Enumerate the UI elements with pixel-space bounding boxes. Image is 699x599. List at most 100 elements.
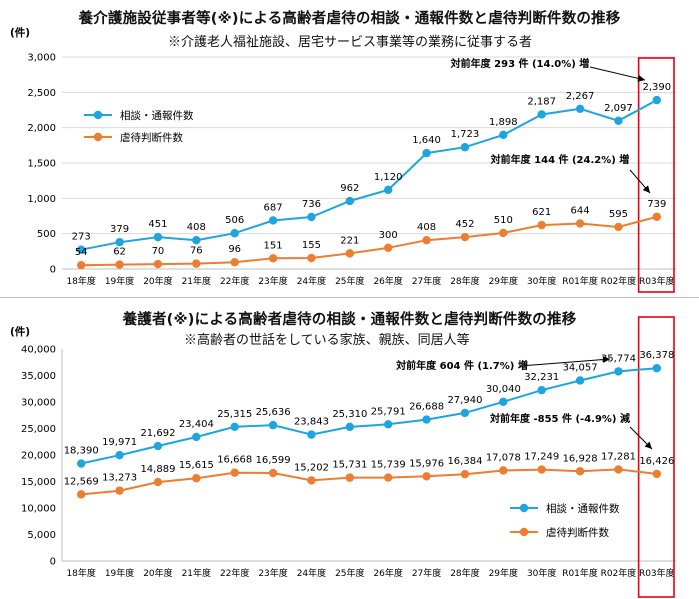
data-point-s1 [230,229,239,238]
data-label-s1: 1,898 [489,117,518,128]
data-point-s2 [153,259,163,269]
data-point-s2 [192,474,201,483]
x-tick-label: 29年度 [489,567,518,579]
data-label-s1: 23,843 [294,417,329,428]
y-tick-label: 3,000 [27,53,56,64]
legend-label: 相談・通報件数 [120,109,194,122]
y-tick-label: 40,000 [21,345,56,356]
data-point-s2 [307,253,316,263]
data-point-s1 [115,450,124,460]
y-tick-label: 0 [50,557,56,568]
y-tick-label: 25,000 [21,424,56,435]
data-point-s1 [76,459,86,468]
data-point-s2 [230,258,239,267]
chart-panel-facility-staff: 養介護施設従事者等(※)による高齢者虐待の相談・通報件数と虐待判断件数の推移 ※… [0,0,699,298]
x-tick-label: 18年度 [66,567,95,579]
data-label-s1: 25,791 [371,406,406,417]
data-point-s2 [345,249,355,258]
data-point-s1 [115,238,124,247]
annotation-arrow [589,66,646,81]
data-label-s2: 70 [152,246,165,257]
data-point-s1 [422,148,431,158]
data-point-s2 [345,473,355,482]
data-point-s2 [307,476,316,485]
y-tick-label: 2,000 [27,123,56,134]
x-tick-label: 26年度 [373,275,402,287]
data-label-s1: 25,315 [217,409,252,420]
data-label-s2: 155 [302,240,321,251]
annotation-text: 対前年度 604 件 (1.7%) 増 [395,359,528,372]
data-label-s2: 15,202 [294,462,329,473]
data-point-s1 [652,95,662,105]
x-tick-label: 22年度 [220,567,249,579]
annotation-arrow [519,358,611,367]
data-label-s1: 19,971 [102,437,137,448]
data-point-s2 [537,465,546,474]
data-point-s1 [460,408,470,418]
data-point-s1 [383,185,393,195]
x-tick-label: 26年度 [373,567,402,579]
data-point-s2 [652,469,662,479]
data-label-s2: 16,426 [639,456,674,467]
x-tick-label: R01年度 [562,567,598,579]
data-label-s1: 34,057 [563,362,598,373]
y-tick-label: 0 [50,265,56,276]
data-label-s2: 76 [190,246,203,257]
y-tick-label: 1,500 [27,159,56,170]
data-point-s1 [230,422,239,432]
x-tick-label: R03年度 [639,275,675,287]
data-label-s1: 408 [187,222,206,233]
data-point-s1 [192,432,201,442]
series-line-1 [81,99,658,251]
data-point-s2 [76,260,86,270]
data-label-s1: 451 [148,219,167,230]
data-label-s2: 15,615 [179,460,214,471]
data-point-s2 [652,212,662,221]
annotation-arrowhead [637,74,645,82]
data-label-s2: 16,928 [563,453,598,464]
data-label-s2: 510 [494,215,513,226]
data-label-s2: 17,249 [524,452,559,463]
data-point-s2 [460,469,470,479]
chart-subtitle: ※介護老人福祉施設、居宅サービス事業等の業務に従事する者 [168,35,533,50]
data-label-s2: 452 [455,219,474,230]
data-point-s2 [268,468,278,478]
data-point-s1 [575,376,585,385]
data-label-s2: 13,273 [102,473,137,484]
legend-label: 相談・通報件数 [546,502,620,515]
x-tick-label: 20年度 [143,567,172,579]
data-label-s2: 16,384 [447,456,482,467]
data-point-s2 [230,468,239,477]
data-point-s1 [76,245,86,254]
data-label-s1: 1,723 [451,129,480,140]
x-tick-label: 25年度 [335,567,364,579]
data-label-s1: 2,097 [604,103,633,114]
data-label-s1: 32,231 [524,372,559,383]
data-point-s1 [422,415,431,424]
legend-marker [93,132,103,142]
y-axis-unit-label: (件) [10,26,30,39]
data-point-s2 [268,254,278,263]
data-label-s1: 962 [340,183,359,194]
data-label-s2: 644 [571,205,590,216]
data-label-s1: 26,688 [409,402,444,413]
data-label-s2: 16,668 [217,455,252,466]
data-label-s1: 27,940 [447,395,482,406]
data-label-s1: 35,774 [601,353,636,364]
data-label-s2: 151 [264,240,283,251]
y-tick-label: 2,500 [27,88,56,99]
x-tick-label: R01年度 [562,275,598,287]
x-tick-label: 27年度 [412,275,441,287]
data-label-s1: 379 [110,224,129,235]
data-label-s1: 687 [264,202,283,213]
x-tick-label: 22年度 [220,275,249,287]
x-tick-label: 29年度 [489,275,518,287]
y-tick-label: 10,000 [21,504,56,515]
data-label-s1: 30,040 [486,384,521,395]
annotation-text: 対前年度 -855 件 (-4.9%) 減 [489,412,630,425]
data-label-s2: 62 [113,247,126,258]
x-tick-label: 28年度 [450,567,479,579]
data-label-s2: 54 [75,247,88,258]
data-label-s2: 739 [647,199,666,210]
data-point-s2 [614,465,623,474]
